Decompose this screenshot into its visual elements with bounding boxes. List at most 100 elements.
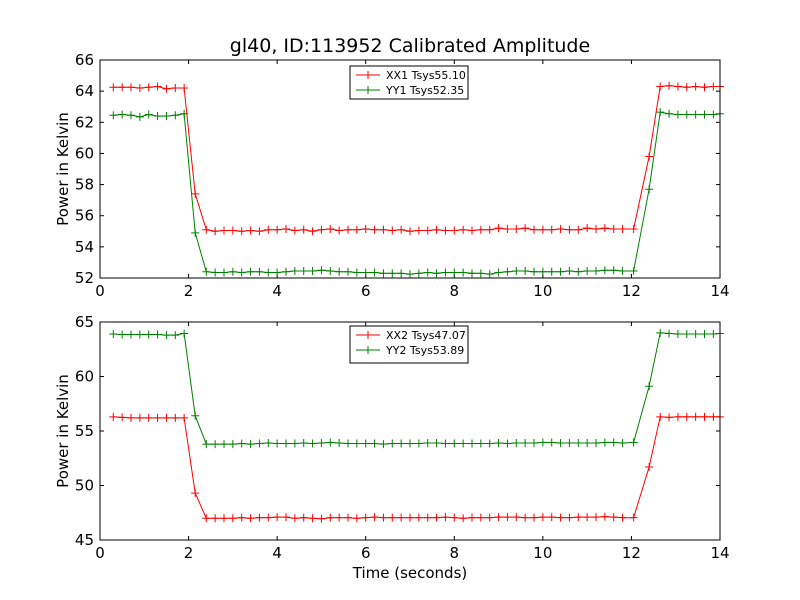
legend-entry: YY2 Tsys53.89 bbox=[385, 344, 464, 357]
data-point bbox=[530, 267, 538, 276]
data-point bbox=[202, 440, 211, 449]
data-point bbox=[476, 269, 485, 278]
data-point bbox=[282, 224, 290, 233]
data-point bbox=[202, 225, 211, 234]
data-point bbox=[459, 514, 468, 523]
data-point bbox=[344, 513, 352, 522]
data-point bbox=[414, 269, 423, 278]
data-point bbox=[326, 224, 335, 233]
data-point bbox=[645, 382, 654, 391]
data-point bbox=[264, 268, 273, 277]
data-point bbox=[191, 411, 200, 420]
x-tick-label: 10 bbox=[533, 282, 552, 300]
data-point bbox=[153, 330, 162, 339]
data-point bbox=[255, 227, 264, 236]
data-point bbox=[171, 84, 180, 93]
data-point bbox=[709, 110, 718, 119]
legend-entry: YY1 Tsys52.35 bbox=[385, 84, 464, 97]
data-point bbox=[414, 439, 423, 448]
data-point bbox=[290, 439, 299, 448]
data-point bbox=[565, 266, 574, 275]
data-point bbox=[352, 268, 361, 277]
y-tick-label: 50 bbox=[75, 477, 94, 495]
data-point bbox=[388, 226, 397, 235]
data-point bbox=[135, 413, 144, 422]
data-point bbox=[700, 110, 709, 119]
data-point bbox=[645, 152, 654, 161]
y-tick-label: 55 bbox=[75, 422, 94, 440]
data-point bbox=[282, 439, 290, 448]
data-point bbox=[228, 226, 237, 235]
data-point bbox=[290, 266, 299, 275]
data-point bbox=[153, 112, 162, 121]
data-point bbox=[414, 513, 423, 522]
data-point bbox=[220, 440, 228, 449]
x-tick-label: 4 bbox=[272, 544, 282, 562]
data-point bbox=[171, 413, 180, 422]
chart-title: gl40, ID:113952 Calibrated Amplitude bbox=[230, 35, 590, 57]
data-point bbox=[162, 331, 171, 340]
data-point bbox=[565, 513, 574, 522]
data-point bbox=[538, 438, 547, 447]
data-point bbox=[308, 227, 317, 236]
legend-marker bbox=[364, 86, 372, 94]
x-tick-label: 14 bbox=[710, 544, 729, 562]
data-point bbox=[118, 413, 127, 422]
data-point bbox=[171, 111, 180, 120]
data-point bbox=[352, 439, 361, 448]
data-point bbox=[379, 440, 388, 449]
data-point bbox=[109, 329, 118, 338]
data-point bbox=[583, 513, 592, 522]
data-point bbox=[379, 513, 388, 522]
data-point bbox=[538, 225, 547, 234]
y-tick-label: 62 bbox=[75, 113, 94, 131]
data-point bbox=[282, 513, 290, 522]
data-point bbox=[530, 513, 538, 522]
data-point bbox=[171, 331, 180, 340]
data-point bbox=[326, 438, 335, 447]
data-point bbox=[521, 224, 530, 233]
data-point bbox=[682, 329, 691, 338]
data-point bbox=[118, 330, 127, 339]
data-point bbox=[485, 439, 494, 448]
data-point bbox=[135, 112, 144, 121]
data-point bbox=[370, 439, 379, 448]
data-point bbox=[574, 438, 583, 447]
data-point bbox=[629, 224, 638, 233]
data-point bbox=[538, 267, 547, 276]
data-point bbox=[180, 109, 189, 118]
data-point bbox=[682, 83, 691, 92]
data-point bbox=[547, 513, 556, 522]
data-point bbox=[423, 513, 432, 522]
data-point bbox=[691, 82, 700, 91]
data-point bbox=[162, 84, 171, 93]
data-point bbox=[503, 267, 512, 276]
data-point bbox=[592, 266, 600, 275]
data-point bbox=[290, 514, 299, 523]
data-point bbox=[388, 513, 397, 522]
data-point bbox=[414, 226, 423, 235]
data-point bbox=[264, 225, 273, 234]
data-point bbox=[255, 439, 264, 448]
data-point bbox=[144, 413, 153, 422]
bottom-chart: 0 2 4 6 8 10 12 14 45 50 55 60 65 XX2 Tsys47.07 YY2 Ts… bbox=[54, 313, 730, 582]
data-point bbox=[344, 225, 352, 234]
data-point bbox=[565, 438, 574, 447]
data-point bbox=[432, 513, 441, 522]
data-point bbox=[618, 438, 627, 447]
data-point bbox=[556, 224, 565, 233]
data-point bbox=[656, 108, 665, 117]
data-point bbox=[441, 268, 450, 277]
data-point bbox=[691, 110, 700, 119]
data-point bbox=[459, 268, 468, 277]
data-point bbox=[450, 268, 459, 277]
data-point bbox=[600, 512, 609, 521]
x-axis-label: Time (seconds) bbox=[352, 564, 468, 582]
data-point bbox=[700, 329, 709, 338]
x-tick-label: 12 bbox=[622, 544, 641, 562]
data-point bbox=[432, 438, 441, 447]
data-point bbox=[618, 224, 627, 233]
x-tick-label: 6 bbox=[361, 544, 371, 562]
data-point bbox=[379, 269, 388, 278]
data-point bbox=[432, 225, 441, 234]
